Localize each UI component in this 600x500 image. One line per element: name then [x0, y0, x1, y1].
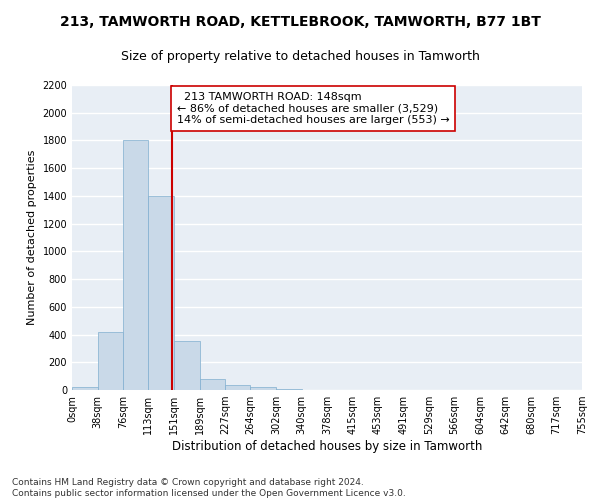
Text: Contains HM Land Registry data © Crown copyright and database right 2024.
Contai: Contains HM Land Registry data © Crown c…: [12, 478, 406, 498]
Bar: [226, 385, 250, 390]
Text: 213, TAMWORTH ROAD, KETTLEBROOK, TAMWORTH, B77 1BT: 213, TAMWORTH ROAD, KETTLEBROOK, TAMWORT…: [59, 15, 541, 29]
Y-axis label: Number of detached properties: Number of detached properties: [27, 150, 37, 325]
Text: Size of property relative to detached houses in Tamworth: Size of property relative to detached ho…: [121, 50, 479, 63]
Bar: [148, 196, 174, 390]
Bar: [124, 140, 148, 390]
Bar: [250, 387, 276, 390]
Text: 213 TAMWORTH ROAD: 148sqm
← 86% of detached houses are smaller (3,529)
14% of se: 213 TAMWORTH ROAD: 148sqm ← 86% of detac…: [177, 92, 449, 125]
Bar: [200, 379, 226, 390]
Bar: [174, 342, 200, 390]
X-axis label: Distribution of detached houses by size in Tamworth: Distribution of detached houses by size …: [172, 440, 482, 453]
Bar: [72, 387, 98, 390]
Bar: [98, 332, 124, 390]
